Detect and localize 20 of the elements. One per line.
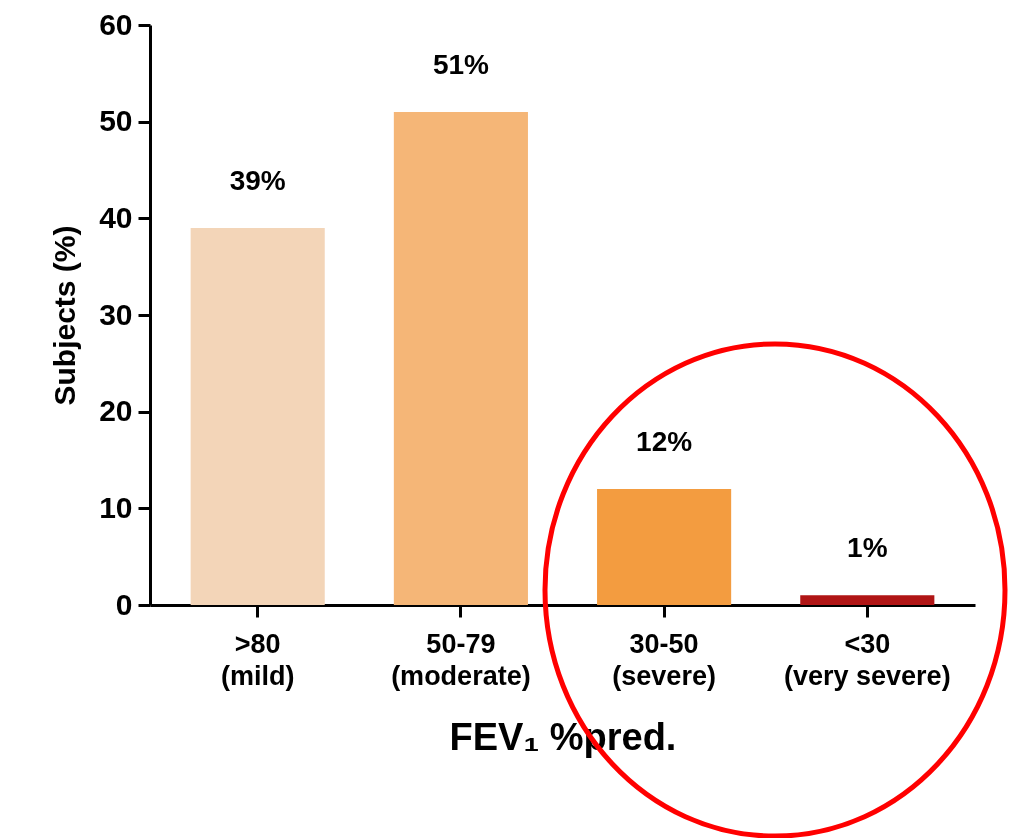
bar <box>190 228 325 605</box>
data-label: 51% <box>432 49 490 80</box>
x-tick-label: >80 (mild) <box>220 628 295 691</box>
x-tick-label: 50-79 (moderate) <box>391 628 531 691</box>
data-label: 12% <box>636 426 693 457</box>
y-tick-label: 40 <box>99 200 133 234</box>
y-tick-label: 0 <box>115 587 133 621</box>
y-tick-label: 60 <box>99 7 133 41</box>
y-tick-label: 20 <box>99 394 133 428</box>
bar <box>800 595 935 605</box>
data-label: 1% <box>847 532 888 564</box>
bar <box>393 112 528 605</box>
x-tick-label: <30 (very severe) <box>783 628 951 691</box>
y-tick-label: 10 <box>99 490 133 524</box>
y-tick-label: 30 <box>99 297 133 331</box>
x-tick-label: 30-50 (severe) <box>612 628 716 691</box>
y-tick-label: 50 <box>99 104 133 138</box>
bar <box>597 489 732 605</box>
data-label: 39% <box>229 165 286 196</box>
y-axis-title: Subjects (%) <box>48 225 82 406</box>
